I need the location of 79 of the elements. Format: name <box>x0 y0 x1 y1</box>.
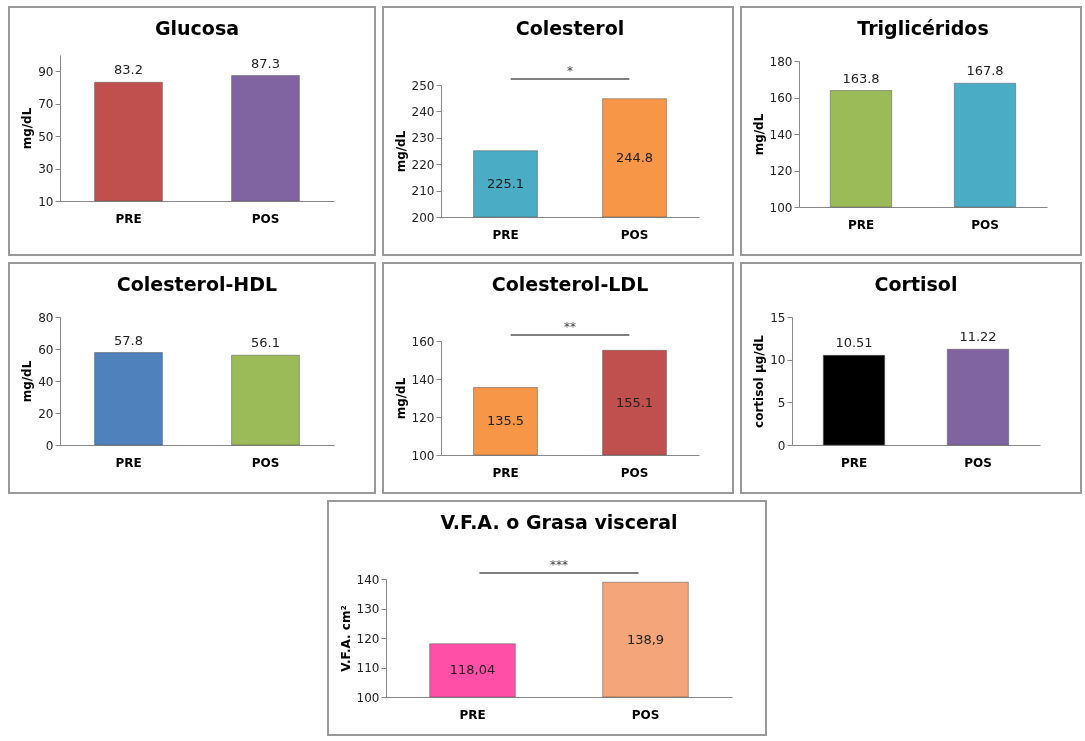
y-tick-label: 20 <box>38 406 54 421</box>
y-tick-label: 10 <box>38 194 54 209</box>
y-tick-label: 40 <box>38 374 54 389</box>
data-label: 163.8 <box>842 70 880 86</box>
x-tick-label: POS <box>620 227 649 242</box>
data-label: 10.51 <box>835 335 873 351</box>
x-tick-label: POS <box>964 455 992 470</box>
x-tick-label: PRE <box>840 455 868 470</box>
y-axis-title: mg/dL <box>751 113 766 156</box>
chart-title: Glucosa <box>154 17 240 39</box>
data-label: 11.22 <box>959 329 997 345</box>
y-tick-label: 140 <box>356 572 379 587</box>
y-tick-label: 240 <box>411 104 435 119</box>
x-tick-label: POS <box>251 455 280 470</box>
x-tick-label: POS <box>971 217 999 232</box>
y-tick-label: 120 <box>769 164 793 178</box>
x-tick-label: PRE <box>458 707 486 722</box>
data-label: 87.3 <box>251 55 280 71</box>
y-tick-label: 0 <box>777 438 786 453</box>
x-tick-label: PRE <box>115 455 142 470</box>
data-label: 135.5 <box>486 413 525 429</box>
data-label: 138,9 <box>626 631 664 647</box>
y-tick-label: 210 <box>411 184 435 199</box>
y-tick-label: 140 <box>769 127 793 142</box>
chart-title: Colesterol-HDL <box>116 273 278 295</box>
chart-title: Colesterol-LDL <box>491 273 649 295</box>
data-label: 167.8 <box>966 63 1004 79</box>
y-tick-label: 110 <box>356 661 379 675</box>
y-tick-label: 90 <box>38 64 54 79</box>
y-tick-label: 0 <box>45 438 54 453</box>
y-axis-title: mg/dL <box>20 107 35 150</box>
data-label: 155.1 <box>615 394 654 410</box>
data-label: 118,04 <box>449 662 495 678</box>
chart-title: V.F.A. o Grasa visceral <box>439 511 678 533</box>
y-tick-label: 250 <box>411 78 435 93</box>
y-tick-label: 15 <box>770 310 786 325</box>
chart-title: Colesterol <box>515 17 625 39</box>
y-tick-label: 10 <box>770 353 786 368</box>
y-axis-title: cortisol µg/dL <box>752 334 767 428</box>
y-axis-title: mg/dL <box>393 377 408 420</box>
y-tick-label: 5 <box>777 395 786 410</box>
text: *** <box>549 558 568 572</box>
y-tick-label: 220 <box>411 157 435 172</box>
y-tick-label: 120 <box>356 631 379 646</box>
y-tick-label: 60 <box>38 342 54 357</box>
y-axis-title: mg/dL <box>393 130 408 173</box>
y-tick-label: 230 <box>411 131 435 146</box>
y-tick-label: 140 <box>411 372 435 387</box>
x-tick-label: POS <box>631 707 659 722</box>
x-tick-label: PRE <box>847 217 875 232</box>
y-tick-label: 160 <box>411 334 435 349</box>
data-label: 83.2 <box>114 62 143 78</box>
y-tick-label: 100 <box>411 448 435 463</box>
x-tick-label: POS <box>620 465 649 480</box>
y-axis-title: V.F.A. cm² <box>338 605 353 672</box>
y-tick-label: 100 <box>356 690 379 705</box>
data-label: 225.1 <box>486 175 525 191</box>
y-axis-title: mg/dL <box>20 360 35 403</box>
x-tick-label: PRE <box>492 227 519 242</box>
chart-title: Cortisol <box>874 273 958 295</box>
y-tick-label: 50 <box>38 129 54 144</box>
x-tick-label: PRE <box>492 465 519 480</box>
text: ** <box>564 320 576 334</box>
text: * <box>567 64 573 78</box>
y-tick-label: 70 <box>38 97 54 112</box>
y-tick-label: 30 <box>38 162 54 177</box>
x-tick-label: PRE <box>115 211 142 226</box>
y-tick-label: 100 <box>769 200 793 215</box>
data-label: 244.8 <box>615 149 654 165</box>
data-label: 56.1 <box>251 335 280 351</box>
y-tick-label: 160 <box>769 91 793 105</box>
x-tick-label: POS <box>251 211 280 226</box>
y-tick-label: 180 <box>769 54 793 69</box>
chart-title: Triglicéridos <box>857 17 989 39</box>
y-tick-label: 200 <box>411 210 435 225</box>
data-label: 57.8 <box>114 332 143 348</box>
y-tick-label: 80 <box>38 310 54 325</box>
y-tick-label: 120 <box>411 410 435 425</box>
y-tick-label: 130 <box>356 602 379 616</box>
